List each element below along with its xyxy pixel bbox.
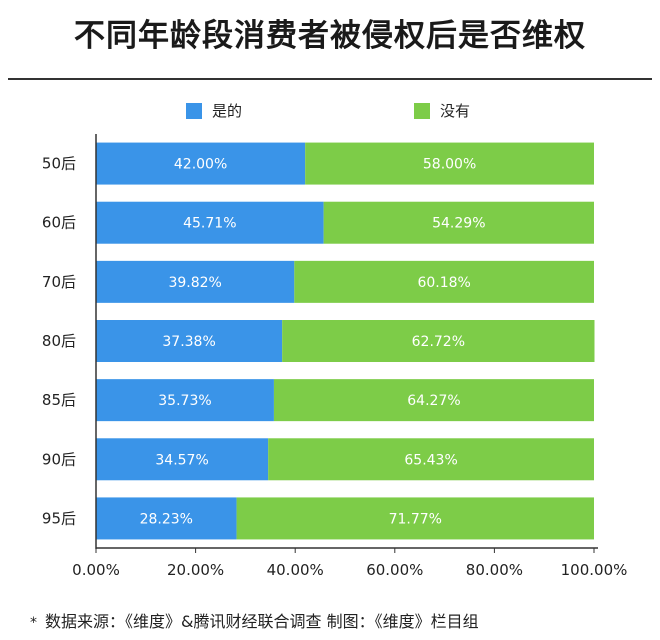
category-label-1: 60后 — [42, 214, 76, 232]
footnote-mark: * — [30, 615, 37, 631]
data-label-yes-3: 37.38% — [162, 334, 215, 350]
bar-yes-3 — [96, 320, 283, 362]
bar-yes-1 — [96, 201, 324, 244]
x-tick-label-1: 20.00% — [167, 561, 224, 579]
data-label-yes-5: 34.57% — [155, 452, 208, 468]
data-label-yes-1: 45.71% — [183, 216, 236, 232]
bar-yes-5 — [96, 438, 269, 481]
x-tick-label-4: 80.00% — [466, 561, 523, 579]
data-label-yes-2: 39.82% — [168, 275, 221, 291]
data-label-yes-6: 28.23% — [140, 511, 193, 527]
bar-no-1 — [323, 201, 594, 244]
bar-no-5 — [268, 438, 594, 481]
category-label-2: 70后 — [42, 273, 76, 291]
bar-no-3 — [282, 320, 595, 362]
category-label-0: 50后 — [42, 155, 76, 173]
legend-swatch-yes — [186, 102, 202, 119]
category-label-4: 85后 — [42, 391, 76, 409]
data-label-no-0: 58.00% — [423, 157, 476, 173]
category-label-5: 90后 — [42, 450, 76, 468]
bar-no-2 — [294, 260, 594, 303]
data-label-no-2: 60.18% — [417, 275, 470, 291]
chart-title: 不同年龄段消费者被侵权后是否维权 — [74, 18, 586, 54]
data-label-no-6: 71.77% — [389, 511, 442, 527]
bar-yes-4 — [96, 379, 274, 422]
category-label-3: 80后 — [42, 332, 76, 350]
footnote-text: 数据来源：《维度》&腾讯财经联合调查 制图：《维度》栏目组 — [45, 612, 479, 631]
legend-label-no: 没有 — [440, 102, 471, 120]
x-tick-label-5: 100.00% — [561, 561, 628, 579]
bar-no-0 — [305, 142, 594, 185]
x-tick-label-3: 60.00% — [366, 561, 423, 579]
footnote: * 数据来源：《维度》&腾讯财经联合调查 制图：《维度》栏目组 — [30, 608, 479, 632]
data-label-yes-4: 35.73% — [158, 393, 211, 409]
x-tick-label-2: 40.00% — [267, 561, 324, 579]
legend: 是的 没有 — [0, 100, 660, 124]
legend-swatch-no — [414, 102, 430, 119]
data-label-yes-0: 42.00% — [174, 157, 227, 173]
data-label-no-5: 65.43% — [404, 452, 457, 468]
data-label-no-1: 54.29% — [432, 216, 485, 232]
bar-yes-2 — [96, 260, 295, 303]
bar-no-6 — [236, 497, 595, 540]
bar-no-4 — [273, 379, 594, 422]
legend-item-yes: 是的 — [186, 100, 242, 121]
data-label-no-3: 62.72% — [412, 334, 465, 350]
data-label-no-4: 64.27% — [407, 393, 460, 409]
category-label-6: 95后 — [42, 509, 76, 527]
title-divider — [8, 78, 652, 80]
x-tick-label-0: 0.00% — [72, 561, 120, 579]
legend-item-no: 没有 — [414, 100, 470, 121]
bar-yes-0 — [96, 142, 306, 185]
bar-yes-6 — [96, 497, 237, 540]
legend-label-yes: 是的 — [212, 102, 243, 120]
